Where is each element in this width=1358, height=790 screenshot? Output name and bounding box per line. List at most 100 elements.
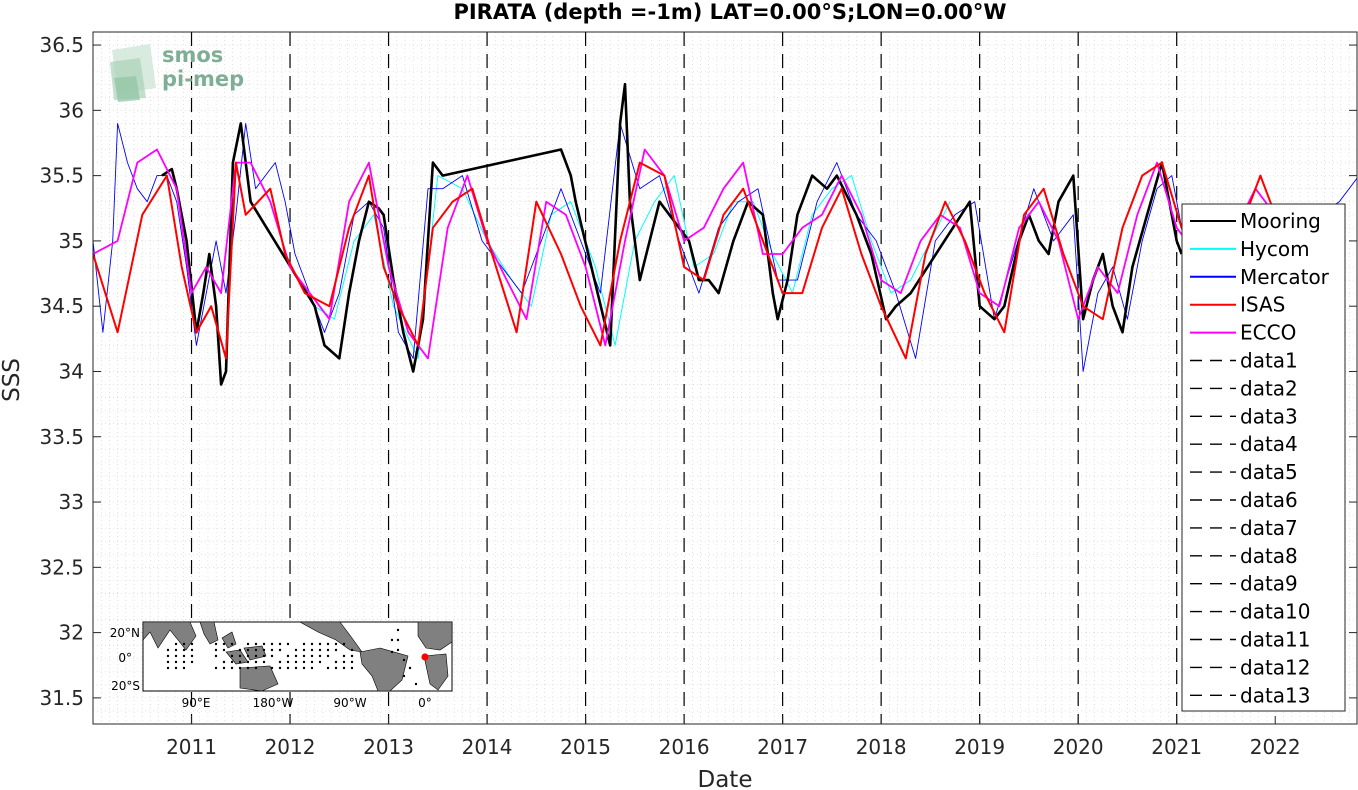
mooring-dot <box>390 638 394 642</box>
mooring-dot <box>294 666 298 670</box>
mooring-dot <box>326 666 330 670</box>
mooring-dot <box>286 666 290 670</box>
mooring-dot <box>294 660 298 664</box>
map-lat-label-20n: 20°N <box>110 626 140 640</box>
y-tick-label: 34.5 <box>39 294 84 318</box>
x-tick-label: 2020 <box>1053 735 1104 759</box>
y-axis-label: SSS <box>0 358 25 402</box>
mooring-dot <box>182 642 186 646</box>
mooring-dot <box>246 666 250 670</box>
mooring-dot <box>302 660 306 664</box>
mooring-dot <box>396 638 400 642</box>
mooring-dot <box>334 666 338 670</box>
mooring-dot <box>286 654 290 658</box>
mooring-dot <box>166 666 170 670</box>
y-tick-label: 32 <box>59 621 84 645</box>
x-tick-label: 2018 <box>856 735 907 759</box>
series-line-mooring <box>161 82 1183 386</box>
x-tick-label: 2021 <box>1151 735 1202 759</box>
mooring-dot <box>318 648 322 652</box>
mooring-dot <box>350 648 354 652</box>
mooring-dot <box>222 660 226 664</box>
plot-frame <box>92 31 1358 725</box>
mooring-dot <box>310 666 314 670</box>
mooring-dot <box>334 642 338 646</box>
inset-map-land <box>142 621 453 692</box>
series-layer <box>93 82 1357 386</box>
mooring-dot <box>302 648 306 652</box>
inset-map: 20°N 0° 20°S 90°E 180°W 90°W 0° <box>110 621 453 710</box>
mooring-dot <box>390 650 394 654</box>
mooring-dot <box>238 648 242 652</box>
mooring-dot <box>246 648 250 652</box>
mooring-dot <box>414 682 418 686</box>
legend: Mooring Hycom Mercator ISAS ECCO data1 data2 da… <box>1181 203 1346 712</box>
mooring-dot <box>214 642 218 646</box>
mooring-dot <box>402 658 406 662</box>
mooring-dot <box>270 648 274 652</box>
y-tick-label: 35.5 <box>39 164 84 188</box>
mooring-dot <box>182 654 186 658</box>
map-lon-label-90w: 90°W <box>333 696 366 710</box>
mooring-dot <box>270 666 274 670</box>
map-lon-label-90e: 90°E <box>182 696 211 710</box>
legend-label-data5: data5 <box>1240 460 1298 484</box>
mooring-dot <box>246 654 250 658</box>
mooring-dot <box>286 660 290 664</box>
mooring-dot <box>254 648 258 652</box>
mooring-dot <box>174 654 178 658</box>
x-tick-label: 2022 <box>1250 735 1301 759</box>
mooring-dot <box>254 654 258 658</box>
map-lon-label-180w: 180°W <box>253 696 294 710</box>
mooring-dot <box>174 666 178 670</box>
mooring-dot <box>294 648 298 652</box>
x-axis-label: Date <box>698 767 753 790</box>
legend-label-mooring: Mooring <box>1240 209 1321 233</box>
mooring-dot <box>310 660 314 664</box>
x-tick-label: 2011 <box>166 735 217 759</box>
legend-label-ecco: ECCO <box>1240 321 1296 345</box>
mooring-dot <box>254 666 258 670</box>
selected-mooring-marker <box>421 653 429 661</box>
mooring-dot <box>262 654 266 658</box>
x-tick-label: 2014 <box>462 735 513 759</box>
logo-text-pimep: pi-mep <box>162 67 244 91</box>
x-tick-label: 2017 <box>757 735 808 759</box>
mooring-dot <box>270 642 274 646</box>
legend-label-mercator: Mercator <box>1240 265 1330 289</box>
mooring-dot <box>222 642 226 646</box>
mooring-dot <box>230 642 234 646</box>
mooring-dot <box>246 660 250 664</box>
mooring-dot <box>214 666 218 670</box>
mooring-dot <box>262 642 266 646</box>
mooring-dot <box>408 666 412 670</box>
map-lat-label-0: 0° <box>118 651 132 665</box>
mooring-dot <box>302 654 306 658</box>
y-tick-label: 34 <box>59 359 84 383</box>
y-tick-label: 33.5 <box>39 425 84 449</box>
mooring-dot <box>230 660 234 664</box>
series-line-isas <box>93 161 1282 360</box>
mooring-dot <box>166 660 170 664</box>
legend-label-data10: data10 <box>1240 600 1311 624</box>
y-tick-label: 32.5 <box>39 555 84 579</box>
mooring-dot <box>402 674 406 678</box>
mooring-dot <box>326 642 330 646</box>
mooring-dot <box>174 660 178 664</box>
series-line-ecco <box>93 148 1276 360</box>
legend-label-data3: data3 <box>1240 404 1298 428</box>
y-tick-label: 35 <box>59 229 84 253</box>
legend-label-data4: data4 <box>1240 432 1298 456</box>
legend-label-data6: data6 <box>1240 488 1298 512</box>
mooring-dot <box>190 648 194 652</box>
mooring-dot <box>326 648 330 652</box>
x-axis-ticks: 2011 2012 2013 2014 2015 2016 2017 2018 2019 2020… <box>166 716 1301 759</box>
mooring-dot <box>190 642 194 646</box>
x-tick-label: 2012 <box>265 735 316 759</box>
mooring-dot <box>278 642 282 646</box>
mooring-dot <box>174 642 178 646</box>
minor-grid <box>92 31 1357 725</box>
mooring-dot <box>318 660 322 664</box>
mooring-dot <box>310 642 314 646</box>
